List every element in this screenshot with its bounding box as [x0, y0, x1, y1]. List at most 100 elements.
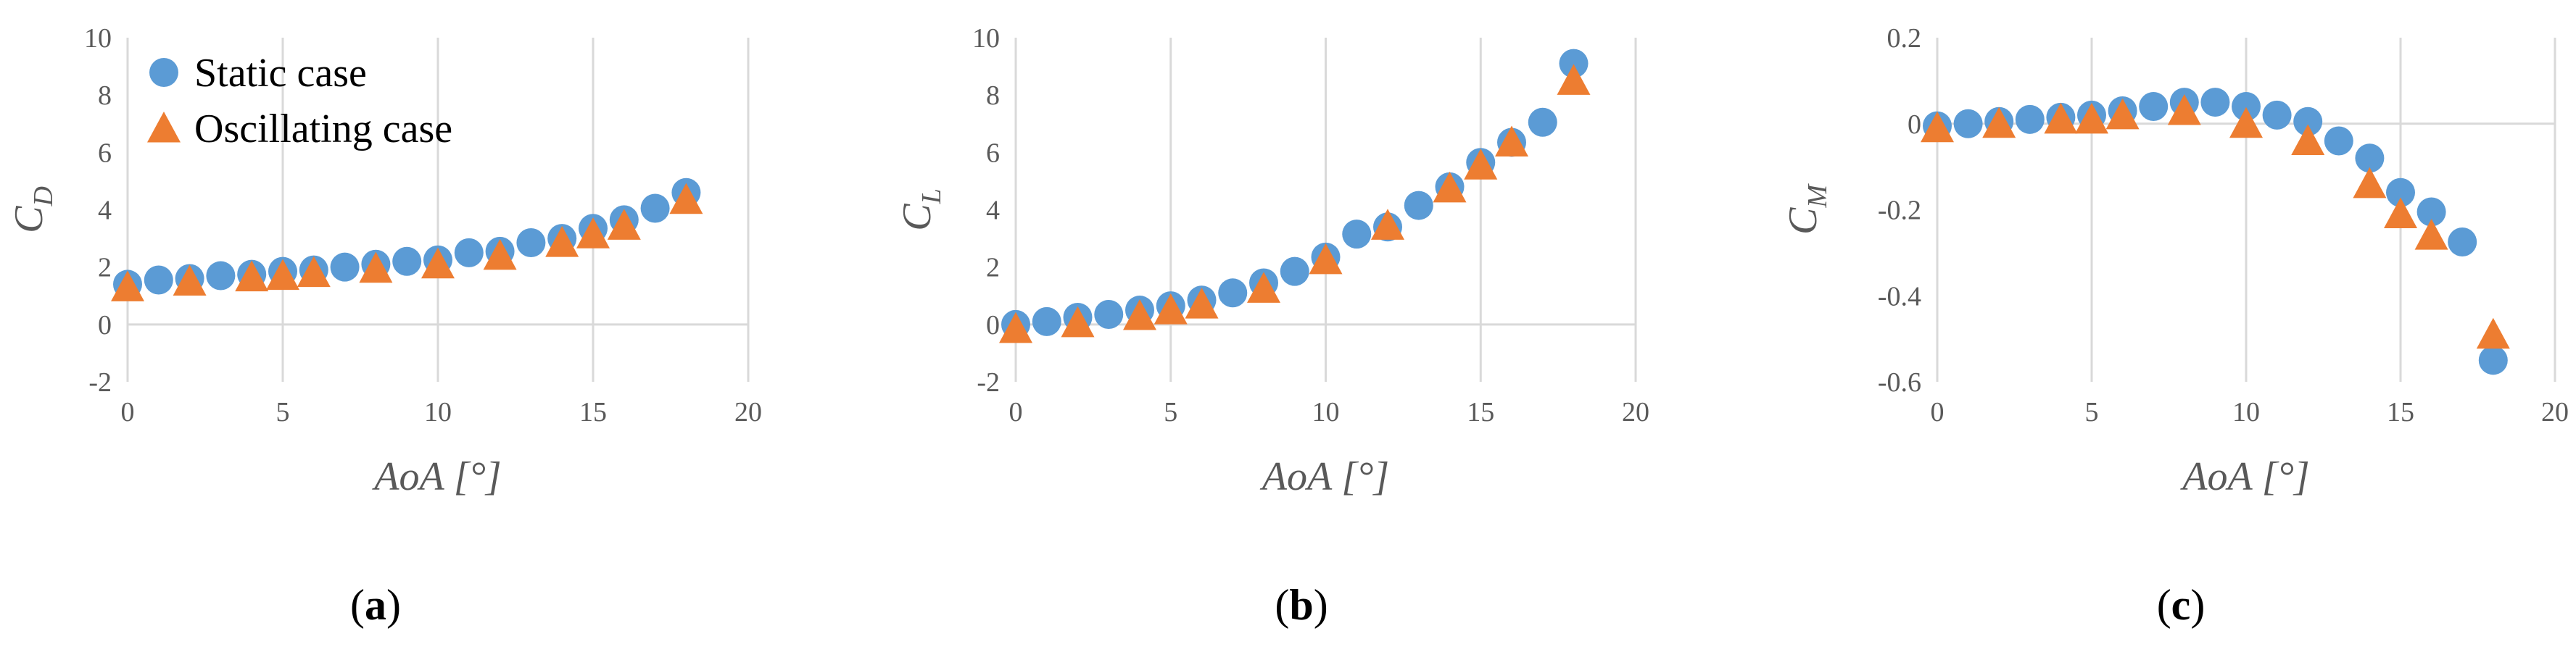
oscillating-point [235, 260, 269, 292]
x-tick-label: 10 [1312, 397, 1340, 427]
y-tick-label: 0 [986, 310, 1000, 341]
static-point [516, 228, 546, 258]
panel-label: (c) [2157, 581, 2206, 629]
static-point [2448, 227, 2477, 257]
y-tick-label: 2 [98, 253, 112, 283]
oscillating-point [999, 312, 1032, 343]
oscillating-point [1061, 306, 1095, 338]
oscillating-point [1123, 298, 1156, 330]
oscillating-point [1309, 243, 1343, 275]
static-point [2232, 92, 2261, 121]
oscillating-point [266, 259, 299, 291]
oscillating-point [1371, 209, 1404, 240]
static-point [2262, 100, 2292, 130]
oscillating-point [2353, 167, 2387, 199]
y-tick-label: 0.2 [1887, 23, 1922, 54]
y-tick-label: 0 [1908, 109, 1921, 140]
y-tick-label: 6 [98, 138, 112, 168]
static-point [144, 265, 173, 295]
oscillating-point [483, 238, 517, 270]
oscillating-point [1433, 171, 1467, 203]
static-point [1404, 191, 1433, 220]
y-tick-label: 0 [98, 310, 112, 341]
y-axis-title: CM [1781, 183, 1833, 235]
panel-c: -0.6 -0.4 -0.2 0 0.2 0 5 10 15 20 AoA [°] CM (c) [1781, 23, 2569, 629]
panel-a: -2 0 2 4 6 8 10 0 5 10 15 20 AoA [°] CD Static case Osc… [7, 23, 762, 629]
oscillating-point [1247, 272, 1280, 303]
oscillating-point [2229, 106, 2263, 138]
static-point [330, 252, 360, 282]
x-tick-label: 15 [2387, 397, 2414, 427]
oscillating-point [2105, 98, 2140, 130]
x-tick-label: 5 [1164, 397, 1177, 427]
x-tick-label: 20 [2541, 397, 2569, 427]
static-point [1218, 278, 1248, 308]
x-tick-label: 15 [579, 397, 607, 427]
x-tick-label: 0 [121, 397, 135, 427]
x-tick-label: 0 [1931, 397, 1945, 427]
y-tick-label: 8 [986, 80, 1000, 111]
oscillating-point [1557, 64, 1591, 95]
static-point [1528, 107, 1557, 137]
y-tick-label: 8 [98, 80, 112, 111]
legend: Static case Oscillating case [147, 51, 452, 151]
oscillating-point [669, 183, 703, 214]
static-point [2015, 104, 2045, 134]
static-point [2355, 143, 2385, 173]
oscillating-point [111, 270, 144, 301]
static-point [1280, 256, 1309, 286]
y-tick-label: 10 [84, 23, 112, 54]
static-point [2386, 177, 2415, 207]
y-tick-label: 4 [98, 196, 112, 226]
oscillating-point [1495, 125, 1528, 157]
x-tick-label: 10 [424, 397, 452, 427]
static-point [2139, 92, 2169, 121]
legend-oscillating-label: Oscillating case [194, 106, 452, 151]
static-point [1953, 109, 1983, 138]
oscillating-point [173, 264, 207, 296]
oscillating-point [1982, 106, 2016, 138]
static-point [2293, 106, 2323, 136]
panel-label: (b) [1275, 581, 1328, 629]
panel-label: (a) [350, 581, 401, 629]
oscillating-point [297, 256, 331, 288]
y-tick-label: 2 [986, 253, 1000, 283]
static-point [1032, 306, 1061, 336]
y-axis-title: CL [895, 188, 947, 231]
oscillating-point [2075, 102, 2108, 134]
oscillating-point [359, 251, 393, 283]
oscillating-point [545, 226, 579, 257]
legend-oscillating-marker [147, 112, 181, 143]
static-point [1559, 49, 1589, 78]
oscillating-point [2291, 124, 2325, 156]
y-tick-label: 6 [986, 138, 1000, 168]
static-point [2324, 126, 2353, 156]
y-axis-title: CD [7, 186, 59, 233]
static-point [640, 193, 670, 223]
y-tick-label: -0.6 [1878, 367, 1921, 398]
y-tick-label: -2 [88, 367, 112, 398]
y-tick-label: -0.4 [1878, 281, 1921, 312]
x-tick-label: 20 [734, 397, 762, 427]
oscillating-point [1185, 288, 1219, 319]
y-tick-label: 4 [986, 196, 1000, 226]
static-point [2416, 197, 2446, 227]
oscillating-point [1921, 111, 1954, 143]
y-tick-label: -2 [977, 367, 1000, 398]
x-tick-label: 15 [1467, 397, 1494, 427]
panel-b: -2 0 2 4 6 8 10 0 5 10 15 20 AoA [°] CL (b) [895, 23, 1649, 629]
oscillating-point [2384, 197, 2417, 228]
oscillating-point [421, 247, 455, 279]
y-tick-label: -0.2 [1878, 196, 1921, 226]
oscillating-point [2044, 102, 2078, 134]
oscillating-point [576, 217, 610, 248]
oscillating-point [607, 209, 641, 240]
x-axis-title: AoA [°] [2179, 454, 2309, 499]
legend-static-marker [149, 58, 178, 87]
x-tick-label: 10 [2232, 397, 2260, 427]
oscillating-point [2414, 219, 2448, 250]
static-point [2200, 88, 2230, 117]
static-point [454, 238, 484, 267]
x-axis-title: AoA [°] [371, 454, 501, 499]
static-point [1342, 220, 1372, 249]
